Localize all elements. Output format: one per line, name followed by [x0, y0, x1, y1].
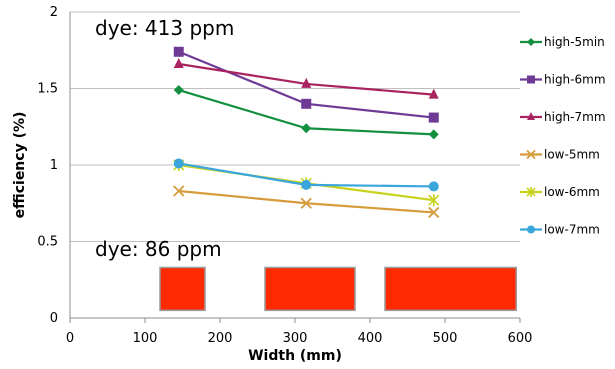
- legend-label-low-5mm: low-5mm: [544, 148, 600, 162]
- data-point-low-5mm-1-b: [300, 197, 312, 209]
- annotation-high-dye: dye: 413 ppm: [95, 16, 234, 40]
- data-point-low-7mm-2: [428, 181, 439, 192]
- legend-label-high-6mm: high-6mm: [544, 73, 606, 87]
- data-point-high-5min-0: [173, 85, 184, 96]
- x-tick-label-1: 100: [133, 331, 158, 346]
- y-tick-label-2: 1: [50, 158, 58, 173]
- x-tick-label-5: 500: [433, 331, 458, 346]
- legend-marker-low-7mm: [527, 225, 535, 234]
- data-point-low-5mm-2: [428, 206, 440, 219]
- data-point-low-5mm-0-b: [173, 185, 185, 197]
- red-block-0: [159, 266, 206, 312]
- data-point-high-6mm-0: [173, 46, 184, 57]
- data-point-low-7mm-1: [301, 179, 312, 190]
- legend-label-high-7mm: high-7mm: [544, 110, 606, 124]
- y-tick-label-3: 1.5: [37, 82, 58, 97]
- legend-marker-low-5mm: [526, 149, 536, 160]
- annotation-low-dye: dye: 86 ppm: [95, 237, 222, 261]
- x-tick-label-3: 300: [283, 331, 308, 346]
- data-point-high-6mm-2: [428, 112, 439, 123]
- x-tick-label-4: 400: [358, 331, 383, 346]
- y-tick-label-1: 0.5: [37, 235, 58, 250]
- legend-marker-high-6mm: [527, 75, 535, 84]
- data-point-high-5min-1: [301, 123, 312, 134]
- data-point-low-7mm-0: [173, 158, 184, 169]
- x-tick-label-0: 0: [66, 331, 74, 346]
- data-point-high-5min-2: [428, 129, 439, 140]
- legend-label-low-6mm: low-6mm: [544, 185, 600, 199]
- data-point-low-5mm-2-b: [428, 206, 440, 219]
- y-tick-label-0: 0: [50, 311, 58, 326]
- legend-label-low-7mm: low-7mm: [544, 223, 600, 237]
- legend-marker-high-7mm: [527, 112, 535, 120]
- legend-marker-low-5mm-b: [526, 149, 536, 160]
- y-axis-title: efficiency (%): [12, 112, 28, 219]
- legend-marker-low-6mm: [526, 187, 536, 197]
- legend-label-high-5min: high-5min: [544, 35, 605, 49]
- data-point-high-7mm-0: [173, 58, 184, 69]
- y-tick-label-4: 2: [50, 5, 58, 20]
- data-point-high-7mm-2: [428, 88, 439, 99]
- data-point-low-5mm-0: [173, 185, 185, 197]
- x-tick-label-6: 600: [508, 331, 533, 346]
- x-axis-title: Width (mm): [248, 348, 342, 364]
- legend-marker-high-5min: [527, 38, 535, 46]
- x-tick-label-2: 200: [208, 331, 233, 346]
- data-point-high-6mm-1: [301, 98, 312, 109]
- red-block-2: [384, 266, 517, 312]
- data-point-low-5mm-1: [300, 197, 312, 209]
- data-point-low-6mm-2: [428, 194, 440, 207]
- data-point-high-7mm-1: [301, 77, 312, 88]
- red-block-1: [264, 266, 356, 312]
